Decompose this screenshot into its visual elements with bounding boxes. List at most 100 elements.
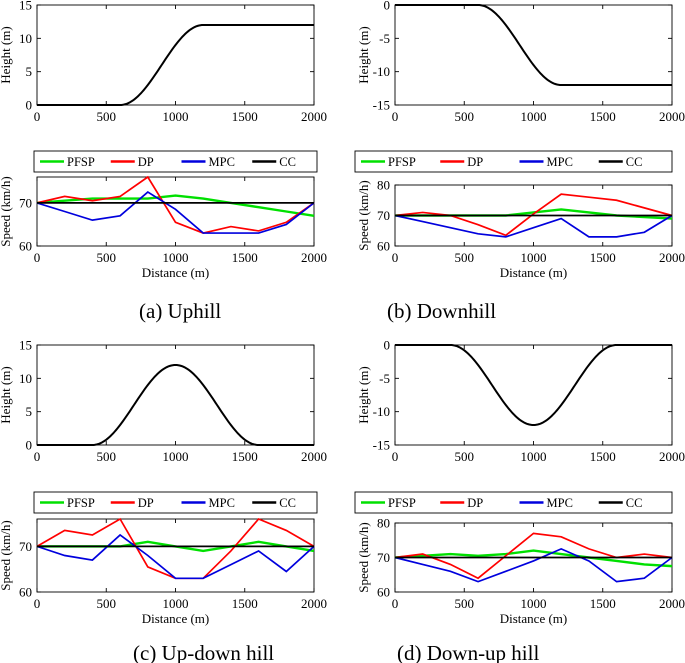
panel-c-height-ytick-label: 0 xyxy=(26,438,33,453)
panel-c-height-axes-box xyxy=(36,344,315,446)
panel-b-speed-series-dp xyxy=(394,193,673,237)
panel-c-speed-ytick-label: 60 xyxy=(19,585,32,600)
legend-label-pfsp: PFSP xyxy=(388,496,416,510)
panel-c-height-ylabel: Height (m) xyxy=(0,366,13,423)
panel-c-speed-chart: PFSP DP MPC CC 0 500 1000 1500 2000 60 70 Speed (km… xyxy=(0,491,327,663)
panel-a-speed-xtick-label: 500 xyxy=(97,250,117,265)
panel-c-speed-xtick-label: 1000 xyxy=(163,596,189,611)
panel-b-speed-ytick-label: 60 xyxy=(377,239,390,254)
panel-d-height-xtick-label: 0 xyxy=(392,449,399,464)
panel-b-height-ytick-label: -15 xyxy=(373,98,390,113)
panel-c-caption: (c) Up-down hill xyxy=(133,641,274,663)
legend-label-mpc: MPC xyxy=(209,496,235,510)
panel-c-speed-xtick-label: 500 xyxy=(97,596,117,611)
legend-box xyxy=(33,491,318,514)
panel-b-speed-xlabel: Distance (m) xyxy=(500,265,568,280)
panel-d-height-ylabel: Height (m) xyxy=(356,366,371,423)
panel-b-speed-xtick-label: 0 xyxy=(392,250,399,265)
panel-d-legend: PFSP DP MPC CC xyxy=(354,491,673,514)
legend-label-cc: CC xyxy=(626,155,643,169)
panel-d-height-xtick-label: 1000 xyxy=(521,449,547,464)
panel-b-height-ylabel: Height (m) xyxy=(356,26,371,83)
panel-b-height-xtick-label: 0 xyxy=(392,109,399,124)
legend-label-dp: DP xyxy=(467,496,483,510)
panel-d-speed-series-mpc xyxy=(394,547,673,583)
panel-c-speed-xtick-label: 0 xyxy=(34,596,41,611)
panel-a-speed-ytick-label: 60 xyxy=(19,239,32,254)
panel-b-height-xtick-label: 500 xyxy=(455,109,475,124)
panel-c-height-xtick-label: 2000 xyxy=(301,449,327,464)
legend-box xyxy=(33,150,318,173)
panel-d-speed-ytick-label: 60 xyxy=(377,585,390,600)
legend-label-dp: DP xyxy=(467,155,483,169)
panel-b-speed-ytick-label: 80 xyxy=(377,178,390,193)
panel-c-speed-ylabel: Speed (km/h) xyxy=(0,520,13,590)
panel-c-speed-series-mpc xyxy=(36,533,315,580)
panel-d-height-axes-box xyxy=(394,344,673,446)
panel-b-speed-series-mpc xyxy=(394,214,673,238)
panel-a-speed-series-dp xyxy=(36,175,315,234)
panel-a-speed-axes-box xyxy=(36,176,315,247)
panel-a-speed-xtick-label: 1500 xyxy=(232,250,258,265)
panel-d-height-ytick-label: -5 xyxy=(379,371,390,386)
panel-a-height-ytick-label: 0 xyxy=(26,98,33,113)
panel-b-height-height-line xyxy=(395,4,672,86)
panel-a-caption: (a) Uphill xyxy=(139,299,221,323)
panel-a-height-xtick-label: 0 xyxy=(34,109,41,124)
panel-a-speed-ytick-label: 70 xyxy=(19,195,32,210)
panel-b-caption: (b) Downhill xyxy=(387,299,496,323)
panel-a-speed-xtick-label: 2000 xyxy=(301,250,327,265)
panel-a-speed-xlabel: Distance (m) xyxy=(142,265,210,280)
panel-a-height-chart: 0 500 1000 1500 2000 0 5 10 15 Height (m) xyxy=(0,0,327,124)
panel-b-height-chart: 0 500 1000 1500 2000 -15 -10 -5 0 Height (m) xyxy=(356,0,685,124)
panel-d-height-xtick-label: 2000 xyxy=(659,449,685,464)
panel-d-speed-ylabel: Speed (km/h) xyxy=(356,522,371,592)
panel-a-height-xtick-label: 1000 xyxy=(163,109,189,124)
panel-d-speed-xtick-label: 500 xyxy=(455,596,475,611)
panel-a-speed-series-mpc xyxy=(36,191,315,234)
panel-d-height-ytick-label: -15 xyxy=(373,438,390,453)
panel-a-height-ytick-label: 15 xyxy=(19,0,32,13)
panel-c-speed-axes-box xyxy=(36,518,315,593)
panel-d-speed-xtick-label: 0 xyxy=(392,596,399,611)
panel-a-legend: PFSP DP MPC CC xyxy=(33,150,318,173)
panel-b-speed-xtick-label: 1000 xyxy=(521,250,547,265)
panel-d-speed-xtick-label: 1500 xyxy=(590,596,616,611)
panel-c-height-xtick-label: 0 xyxy=(34,449,41,464)
panel-b-legend: PFSP DP MPC CC xyxy=(354,150,673,173)
panel-d-speed-ytick-label: 70 xyxy=(377,550,390,565)
panel-c-height-xtick-label: 1000 xyxy=(163,449,189,464)
panel-d-speed-series-dp xyxy=(394,532,673,580)
panel-b-speed-xtick-label: 2000 xyxy=(659,250,685,265)
panel-b-height-ytick-label: -10 xyxy=(373,64,390,79)
panel-a-height-axes-box xyxy=(36,4,315,106)
panel-d-speed-xtick-label: 1000 xyxy=(521,596,547,611)
panel-a-height-ytick-label: 10 xyxy=(19,31,32,46)
panel-b-speed-xtick-label: 1500 xyxy=(590,250,616,265)
panel-c-speed-series-dp xyxy=(36,517,315,580)
panel-a-height-xtick-label: 2000 xyxy=(301,109,327,124)
panel-a-speed-xtick-label: 1000 xyxy=(163,250,189,265)
panel-a-height-xtick-label: 1500 xyxy=(232,109,258,124)
legend-box xyxy=(354,150,673,173)
panel-b-height-xtick-label: 2000 xyxy=(659,109,685,124)
panel-a-speed-xtick-label: 0 xyxy=(34,250,41,265)
panel-c-height-height-line xyxy=(37,363,314,446)
panel-b-speed-ylabel: Speed (km/h) xyxy=(356,180,371,250)
panel-d-height-xtick-label: 1500 xyxy=(590,449,616,464)
panel-b-height-xtick-label: 1000 xyxy=(521,109,547,124)
panel-b-speed-chart: PFSP DP MPC CC 0 500 1000 1500 2000 60 70 80 Speed (… xyxy=(354,150,685,323)
panel-b-speed-ytick-label: 70 xyxy=(377,208,390,223)
legend-label-dp: DP xyxy=(138,496,154,510)
panel-b-height-ytick-label: 0 xyxy=(384,0,391,13)
legend-label-pfsp: PFSP xyxy=(67,496,95,510)
panel-a-speed-chart: PFSP DP MPC CC 0 500 1000 1500 2000 60 70 Speed (km… xyxy=(0,150,327,323)
panel-b-height-xtick-label: 1500 xyxy=(590,109,616,124)
legend-box xyxy=(354,491,673,514)
panel-c-speed-xtick-label: 2000 xyxy=(301,596,327,611)
legend-label-mpc: MPC xyxy=(547,496,573,510)
panel-b-height-axes-box xyxy=(394,4,673,106)
panel-c-height-xtick-label: 1500 xyxy=(232,449,258,464)
legend-label-mpc: MPC xyxy=(547,155,573,169)
